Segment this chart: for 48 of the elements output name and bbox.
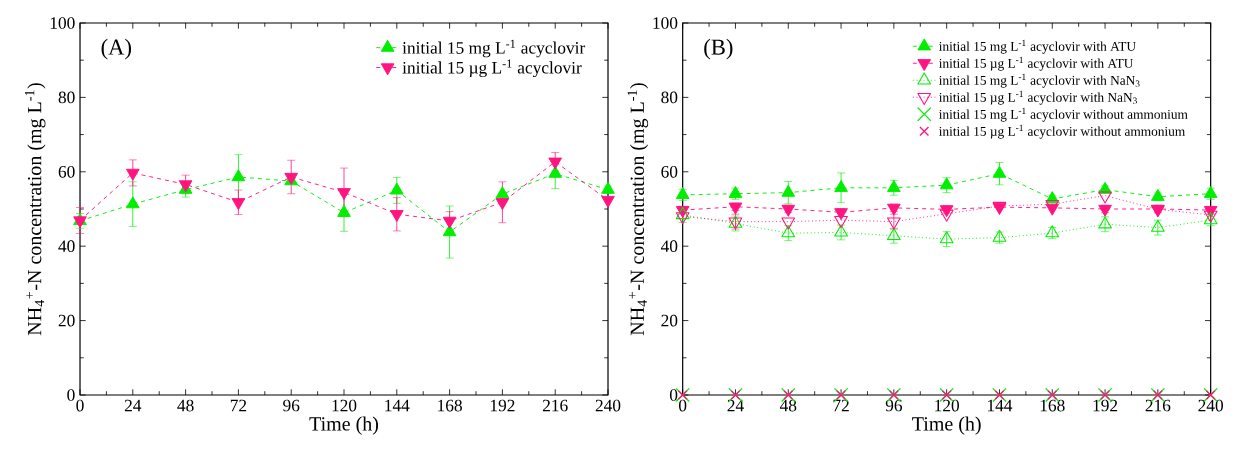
x-tick-label: 216 (1145, 399, 1171, 412)
x-tick-label: 192 (490, 399, 515, 412)
y-tick-label: 80 (58, 91, 75, 104)
x-tick-label: 0 (679, 399, 687, 412)
x-tick-label: 120 (332, 399, 357, 412)
legend-label: initial 15 mg L$^{-1}$ acyclovir (402, 39, 586, 58)
x-tick-label: 72 (230, 399, 247, 412)
y-tick-label: 100 (653, 17, 678, 29)
y-tick-label: 0 (669, 389, 678, 401)
x-tick-label: 96 (283, 399, 300, 412)
x-tick-label: 96 (885, 399, 903, 412)
legend-label: initial 15 µg L$^{-1}$ acyclovir (402, 59, 582, 78)
x-tick-label: 48 (177, 399, 194, 412)
x-tick-label: 24 (727, 399, 744, 412)
x-axis-title: Time (h) (912, 416, 981, 435)
x-tick-label: 24 (124, 399, 142, 412)
x-tick-label: 168 (438, 399, 462, 412)
x-tick-label: 144 (385, 399, 410, 412)
legend-label: initial 15 mg L$^{-1}$ acyclovir without ammonium (939, 107, 1188, 122)
text: (B) (704, 38, 733, 60)
x-tick-label: 144 (988, 399, 1013, 412)
legend-label: initial 15 µg L$^{-1}$ acyclovir with ATU (939, 56, 1134, 71)
y-tick-label: 0 (67, 389, 75, 401)
x-tick-label: 192 (1093, 399, 1118, 412)
legend-label: initial 15 µg L$^{-1}$ acyclovir with NaN$_{3}$ (939, 90, 1137, 105)
y-axis-title: NH$_{4}$$^{+}$-N concentration (mg L$^{-1}$) (24, 83, 46, 336)
legend-label: initial 15 mg L$^{-1}$ acyclovir with ATU (939, 39, 1136, 54)
x-tick-label: 72 (833, 399, 849, 412)
y-tick-label: 40 (58, 240, 75, 253)
y-tick-label: 60 (58, 165, 75, 178)
text: (A) (101, 38, 132, 60)
x-tick-label: 0 (76, 399, 84, 412)
y-tick-label: 20 (58, 314, 75, 327)
x-tick-label: 120 (935, 399, 960, 412)
legend-label: initial 15 mg L$^{-1}$ acyclovir with NaN$_{3}$ (939, 73, 1140, 88)
x-tick-label: 216 (542, 399, 568, 412)
x-tick-label: 240 (595, 399, 621, 412)
y-tick-label: 60 (661, 165, 678, 178)
y-tick-label: 80 (661, 91, 678, 104)
y-tick-label: 100 (50, 17, 75, 29)
x-tick-label: 48 (779, 399, 797, 412)
x-tick-label: 168 (1040, 399, 1065, 412)
y-tick-label: 40 (660, 240, 678, 253)
x-tick-label: 240 (1198, 399, 1224, 412)
legend-label: initial 15 µg L$^{-1}$ acyclovir without ammonium (939, 124, 1185, 139)
y-tick-label: 20 (661, 314, 678, 327)
x-axis-title: Time (h) (309, 416, 379, 435)
y-axis-title: NH$_{4}$$^{+}$-N concentration (mg L$^{-1}$) (627, 83, 649, 336)
